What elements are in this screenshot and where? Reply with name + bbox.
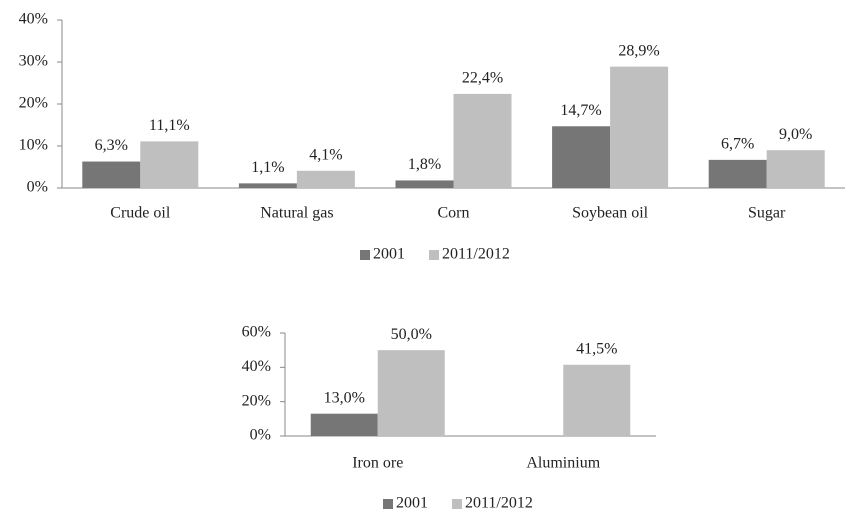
bar bbox=[563, 364, 631, 436]
bar bbox=[766, 150, 825, 188]
bar bbox=[395, 180, 454, 188]
value-label: 41,5% bbox=[576, 340, 617, 357]
value-label: 4,1% bbox=[309, 146, 342, 163]
value-label: 11,1% bbox=[149, 117, 190, 134]
value-label: 1,8% bbox=[408, 156, 441, 173]
legend-label: 2001 bbox=[373, 246, 405, 263]
x-tick-label: Crude oil bbox=[110, 205, 171, 222]
value-label: 6,7% bbox=[721, 136, 754, 153]
y-tick-label: 20% bbox=[242, 392, 271, 409]
legend-swatch bbox=[383, 499, 393, 509]
value-label: 50,0% bbox=[391, 326, 432, 343]
value-label: 6,3% bbox=[95, 137, 128, 154]
x-tick-label: Soybean oil bbox=[572, 205, 649, 222]
bar bbox=[82, 161, 141, 188]
bar bbox=[377, 350, 445, 436]
legend-swatch bbox=[429, 250, 439, 260]
bar bbox=[552, 126, 611, 188]
bar bbox=[708, 159, 767, 188]
y-tick-label: 0% bbox=[27, 179, 48, 196]
x-tick-label: Natural gas bbox=[260, 205, 333, 222]
y-tick-label: 30% bbox=[19, 53, 48, 70]
value-label: 14,7% bbox=[560, 102, 601, 119]
bar bbox=[238, 183, 297, 188]
legend-swatch bbox=[452, 499, 462, 509]
y-tick-label: 40% bbox=[242, 358, 271, 375]
x-tick-label: Iron ore bbox=[352, 455, 403, 472]
y-tick-label: 60% bbox=[242, 324, 271, 341]
value-label: 1,1% bbox=[251, 159, 284, 176]
legend-label: 2011/2012 bbox=[465, 495, 533, 512]
y-tick-label: 0% bbox=[250, 427, 271, 444]
y-tick-label: 20% bbox=[19, 95, 48, 112]
bar bbox=[610, 66, 669, 188]
legend-label: 2001 bbox=[396, 495, 428, 512]
x-tick-label: Corn bbox=[438, 205, 470, 222]
value-label: 13,0% bbox=[324, 389, 365, 406]
x-tick-label: Aluminium bbox=[526, 455, 600, 472]
x-tick-label: Sugar bbox=[748, 205, 786, 222]
y-tick-label: 40% bbox=[19, 11, 48, 28]
legend-swatch bbox=[360, 250, 370, 260]
bar bbox=[296, 170, 355, 188]
value-label: 22,4% bbox=[462, 70, 503, 87]
value-label: 9,0% bbox=[779, 126, 812, 143]
bar bbox=[140, 141, 199, 188]
value-label: 28,9% bbox=[618, 42, 659, 59]
bar bbox=[310, 413, 378, 436]
y-tick-label: 10% bbox=[19, 137, 48, 154]
legend-label: 2011/2012 bbox=[442, 246, 510, 263]
bar bbox=[453, 93, 512, 188]
